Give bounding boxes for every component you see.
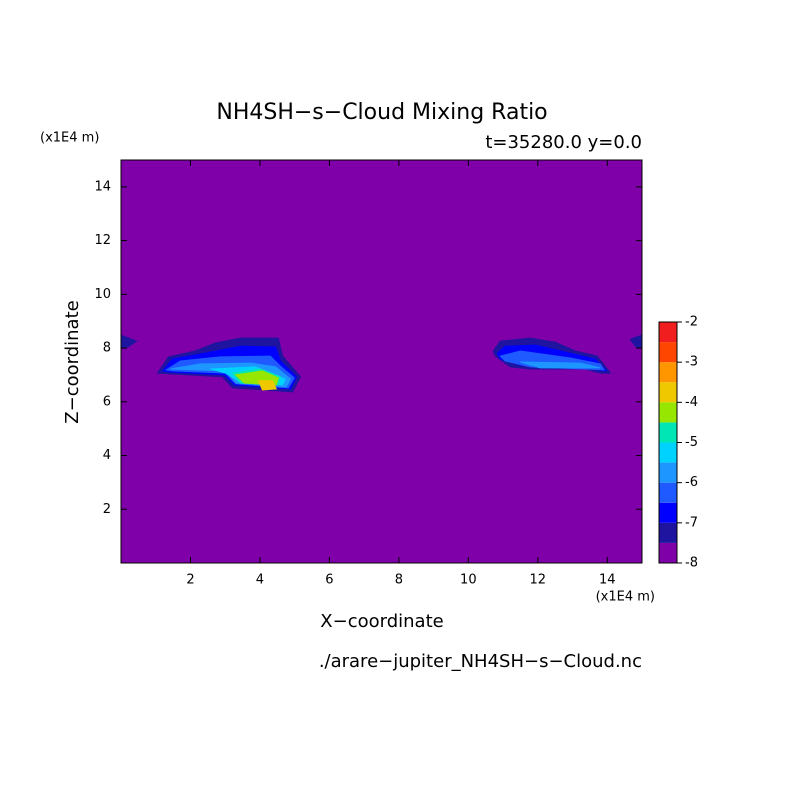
- y-tick-label: 12: [94, 233, 111, 248]
- colorbar-tick-label: -8: [685, 556, 698, 571]
- x-axis-label: X−coordinate: [320, 611, 443, 632]
- x-tick-label: 14: [599, 573, 616, 588]
- colorbar-tick-label: -4: [685, 395, 698, 410]
- colorbar-bin: [659, 402, 677, 423]
- x-tick-label: 10: [460, 573, 477, 588]
- colorbar-bin: [659, 342, 677, 363]
- colorbar-bin: [659, 442, 677, 463]
- colorbar-bin: [659, 522, 677, 543]
- colorbar-bin: [659, 542, 677, 563]
- colorbar-bin: [659, 502, 677, 523]
- y-unit: (x1E4 m): [40, 131, 99, 146]
- y-tick-label: 4: [103, 448, 111, 463]
- chart-title: NH4SH−s−Cloud Mixing Ratio: [216, 100, 547, 125]
- y-axis-label: Z−coordinate: [62, 300, 83, 423]
- colorbar-tick-label: -2: [685, 315, 698, 330]
- colorbar-bin: [659, 462, 677, 483]
- colorbar-tick-label: -7: [685, 515, 698, 530]
- colorbar-bin: [659, 362, 677, 383]
- colorbar-tick-label: -6: [685, 475, 698, 490]
- y-tick-label: 6: [103, 394, 111, 409]
- x-tick-label: 8: [395, 573, 403, 588]
- y-tick-label: 2: [103, 502, 111, 517]
- chart-subtitle: t=35280.0 y=0.0: [485, 132, 642, 153]
- x-unit: (x1E4 m): [596, 590, 655, 605]
- colorbar-tick-label: -3: [685, 355, 698, 370]
- file-name: ./arare−jupiter_NH4SH−s−Cloud.nc: [319, 651, 642, 672]
- colorbar-bin: [659, 482, 677, 503]
- colorbar-bin: [659, 422, 677, 443]
- x-tick-label: 12: [530, 573, 547, 588]
- plot-frame: [120, 159, 643, 564]
- x-tick-label: 2: [186, 573, 194, 588]
- y-tick-label: 14: [94, 179, 111, 194]
- contour-region: [520, 361, 601, 369]
- y-tick-label: 8: [103, 341, 111, 356]
- x-tick-label: 6: [325, 573, 333, 588]
- contour-region: [257, 380, 278, 391]
- colorbar-bin: [659, 322, 677, 343]
- colorbar-bin: [659, 382, 677, 403]
- y-tick-label: 10: [94, 287, 111, 302]
- colorbar-tick-label: -5: [685, 435, 698, 450]
- x-tick-label: 4: [256, 573, 264, 588]
